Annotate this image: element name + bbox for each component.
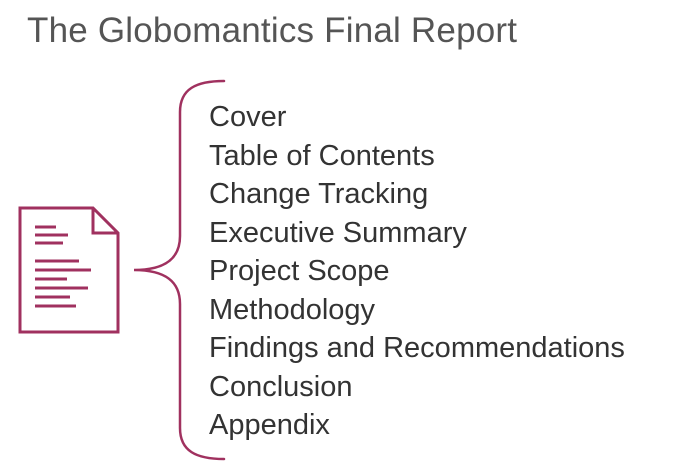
section-item: Cover — [209, 101, 287, 133]
document-icon — [18, 206, 120, 334]
section-item: Change Tracking — [209, 178, 429, 210]
section-item: Appendix — [209, 409, 330, 441]
document-icon-outline — [18, 206, 120, 334]
section-item: Conclusion — [209, 370, 353, 403]
section-item: Executive Summary — [209, 216, 467, 249]
section-item: Findings and Recommendations — [209, 332, 625, 364]
curly-brace — [133, 79, 226, 461]
section-item: Table of Contents — [209, 139, 435, 172]
document-icon-fold — [91, 208, 118, 235]
section-item: Methodology — [209, 293, 376, 326]
report-title: The Globomantics Final Report — [27, 11, 518, 50]
section-item: Project Scope — [209, 255, 390, 287]
section-list: Cover Table of Contents Change Tracking … — [209, 98, 625, 445]
